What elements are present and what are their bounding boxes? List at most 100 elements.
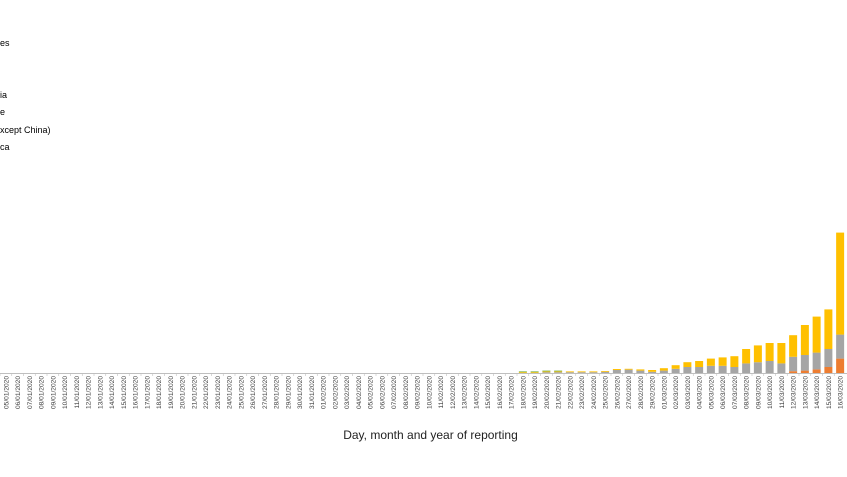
- bar-segment: [706, 365, 715, 373]
- bar-segment: [695, 367, 704, 373]
- bar-segment: [742, 363, 751, 373]
- bar-segment: [518, 372, 527, 373]
- x-tick-label: 29/02/2020: [650, 376, 657, 409]
- bar-segment: [695, 361, 704, 367]
- bar-segment: [601, 371, 610, 373]
- bar-segment: [530, 371, 539, 373]
- bar-segment: [777, 343, 786, 364]
- bar-segment: [589, 372, 598, 373]
- x-tick-label: 23/01/2020: [215, 376, 222, 409]
- x-tick-label: 29/01/2020: [285, 376, 292, 409]
- x-tick-label: 06/02/2020: [379, 376, 386, 409]
- x-tick-label: 26/02/2020: [614, 376, 621, 409]
- x-tick-label: 09/02/2020: [415, 376, 422, 409]
- bar-segment: [659, 370, 668, 373]
- legend-item-2: ia: [0, 90, 8, 100]
- bar-segment: [718, 365, 727, 373]
- bar-segment: [706, 358, 715, 366]
- bar-segment: [812, 369, 821, 373]
- x-axis-label: Day, month and year of reporting: [343, 428, 518, 442]
- x-tick-label: 12/01/2020: [86, 376, 93, 409]
- x-tick-label: 07/03/2020: [732, 376, 739, 409]
- bar-segment: [542, 371, 551, 373]
- x-tick-label: 16/02/2020: [497, 376, 504, 409]
- bar-segment: [812, 352, 821, 370]
- x-tick-label: 11/01/2020: [74, 376, 81, 409]
- bar-segment: [789, 335, 798, 357]
- x-tick-label: 19/02/2020: [532, 376, 539, 409]
- bar-segment: [577, 372, 586, 373]
- bar-segment: [636, 370, 645, 373]
- bar-segment: [730, 356, 739, 367]
- x-tick-label: 08/01/2020: [39, 376, 46, 409]
- x-tick-label: 05/01/2020: [3, 376, 10, 409]
- bar-segment: [800, 370, 809, 373]
- bar-segment: [601, 371, 610, 372]
- bar-segment: [730, 367, 739, 373]
- bar-segment: [683, 362, 692, 367]
- bar-segment: [612, 369, 621, 370]
- x-tick-label: 05/02/2020: [368, 376, 375, 409]
- bar-segment: [765, 343, 774, 361]
- x-tick-label: 11/02/2020: [438, 376, 445, 409]
- bar-segment: [636, 369, 645, 371]
- bar-segment: [800, 325, 809, 355]
- bar-segment: [554, 370, 563, 372]
- x-tick-label: 15/03/2020: [826, 376, 833, 409]
- x-tick-label: 17/02/2020: [509, 376, 516, 409]
- x-tick-label: 21/02/2020: [556, 376, 563, 409]
- x-tick-label: 08/03/2020: [744, 376, 751, 409]
- x-tick-label: 09/01/2020: [50, 376, 57, 409]
- bar-segment: [671, 368, 680, 373]
- bar-segment: [683, 367, 692, 373]
- bar-segment: [542, 370, 551, 372]
- x-tick-label: 14/01/2020: [109, 376, 116, 409]
- bar-segment: [836, 232, 845, 335]
- bar-segment: [624, 369, 633, 373]
- bar-segment: [824, 309, 833, 349]
- x-tick-label: 15/01/2020: [121, 376, 128, 409]
- x-tick-label: 13/02/2020: [462, 376, 469, 409]
- x-tick-label: 31/01/2020: [309, 376, 316, 409]
- x-tick-label: 17/01/2020: [144, 376, 151, 409]
- x-tick-label: 22/02/2020: [567, 376, 574, 409]
- x-tick-label: 24/01/2020: [227, 376, 234, 409]
- x-tick-label: 25/01/2020: [238, 376, 245, 409]
- bar-segment: [836, 358, 845, 373]
- x-tick-label: 12/03/2020: [791, 376, 798, 409]
- x-tick-label: 14/03/2020: [814, 376, 821, 409]
- bar-segment: [789, 356, 798, 372]
- x-tick-label: 04/02/2020: [356, 376, 363, 409]
- bar-segment: [753, 345, 762, 363]
- x-tick-label: 28/01/2020: [274, 376, 281, 409]
- x-tick-label: 25/02/2020: [603, 376, 610, 409]
- x-tick-label: 20/01/2020: [180, 376, 187, 409]
- bar-segment: [530, 372, 539, 373]
- bar-segment: [518, 371, 527, 373]
- x-tick-label: 16/01/2020: [133, 376, 140, 409]
- bar-segment: [800, 355, 809, 371]
- x-tick-label: 01/02/2020: [321, 376, 328, 409]
- bar-segment: [742, 349, 751, 364]
- x-tick-label: 13/03/2020: [802, 376, 809, 409]
- x-tick-label: 11/03/2020: [779, 376, 786, 409]
- x-tick-label: 05/03/2020: [708, 376, 715, 409]
- legend-item-3: e: [0, 107, 6, 117]
- x-tick-label: 18/02/2020: [520, 376, 527, 409]
- x-tick-label: 10/01/2020: [62, 376, 69, 409]
- x-tick-label: 07/01/2020: [27, 376, 34, 409]
- x-tick-label: 09/03/2020: [755, 376, 762, 409]
- legend-item-1: es: [0, 38, 10, 48]
- x-tick-label: 06/01/2020: [15, 376, 22, 409]
- bar-segment: [565, 372, 574, 373]
- bar-segment: [777, 363, 786, 373]
- bar-segment: [671, 365, 680, 369]
- bar-segment: [648, 370, 657, 372]
- x-tick-label: 16/03/2020: [838, 376, 845, 409]
- bar-segment: [554, 372, 563, 373]
- x-tick-label: 20/02/2020: [544, 376, 551, 409]
- x-tick-label: 01/03/2020: [661, 376, 668, 409]
- bar-segment: [812, 316, 821, 353]
- bar-segment: [648, 371, 657, 373]
